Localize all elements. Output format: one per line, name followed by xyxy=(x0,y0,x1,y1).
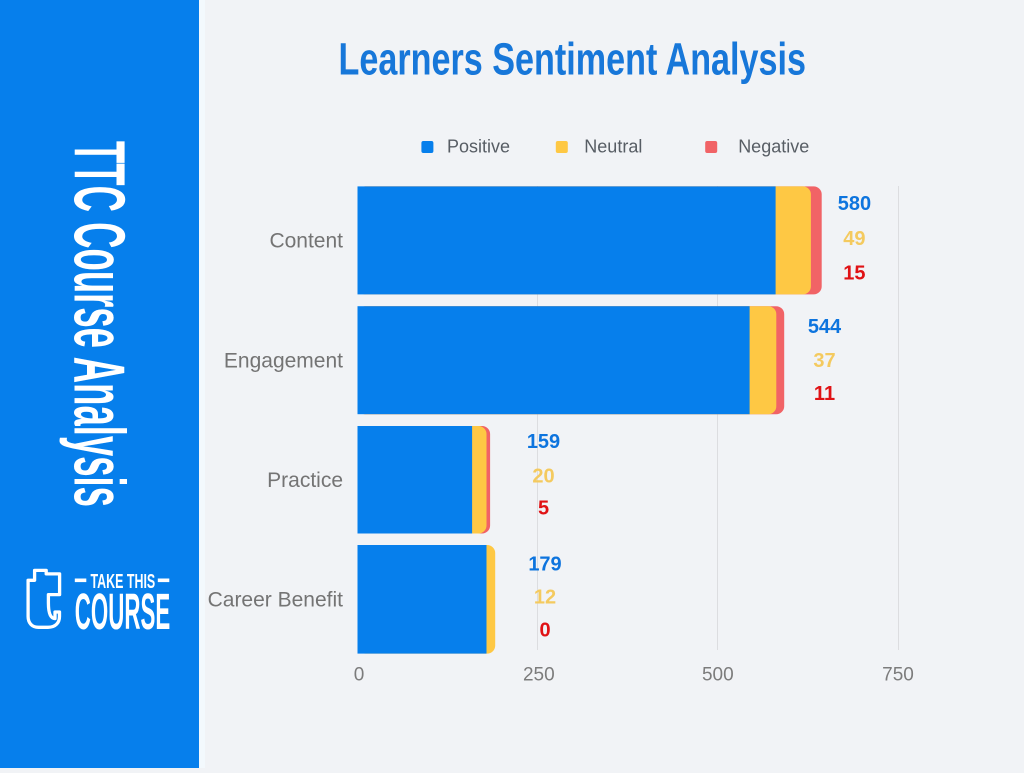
svg-text:Content: Content xyxy=(269,230,343,253)
svg-text:TAKE THIS: TAKE THIS xyxy=(91,570,156,593)
svg-text:159: 159 xyxy=(527,431,560,453)
svg-text:544: 544 xyxy=(808,316,842,338)
svg-text:20: 20 xyxy=(532,465,554,487)
svg-text:750: 750 xyxy=(882,665,914,686)
svg-text:0: 0 xyxy=(354,665,365,686)
svg-text:250: 250 xyxy=(523,665,555,686)
svg-text:37: 37 xyxy=(813,350,835,372)
svg-text:TTC Course Analysis: TTC Course Analysis xyxy=(58,141,138,507)
svg-text:580: 580 xyxy=(838,193,871,215)
svg-text:15: 15 xyxy=(843,262,865,284)
svg-text:Career Benefit: Career Benefit xyxy=(208,589,344,612)
svg-text:COURSE: COURSE xyxy=(75,583,170,640)
svg-text:Positive: Positive xyxy=(447,137,510,157)
svg-text:179: 179 xyxy=(528,553,561,575)
svg-text:49: 49 xyxy=(843,228,865,250)
svg-text:Practice: Practice xyxy=(267,469,343,492)
svg-text:0: 0 xyxy=(539,619,550,641)
svg-text:5: 5 xyxy=(538,497,549,519)
svg-text:500: 500 xyxy=(702,665,734,686)
svg-text:Learners Sentiment Analysis: Learners Sentiment Analysis xyxy=(339,34,807,85)
svg-text:11: 11 xyxy=(814,383,835,405)
svg-text:Neutral: Neutral xyxy=(584,137,642,157)
svg-text:Negative: Negative xyxy=(738,137,809,157)
svg-text:Engagement: Engagement xyxy=(224,350,343,373)
svg-text:12: 12 xyxy=(534,586,556,608)
